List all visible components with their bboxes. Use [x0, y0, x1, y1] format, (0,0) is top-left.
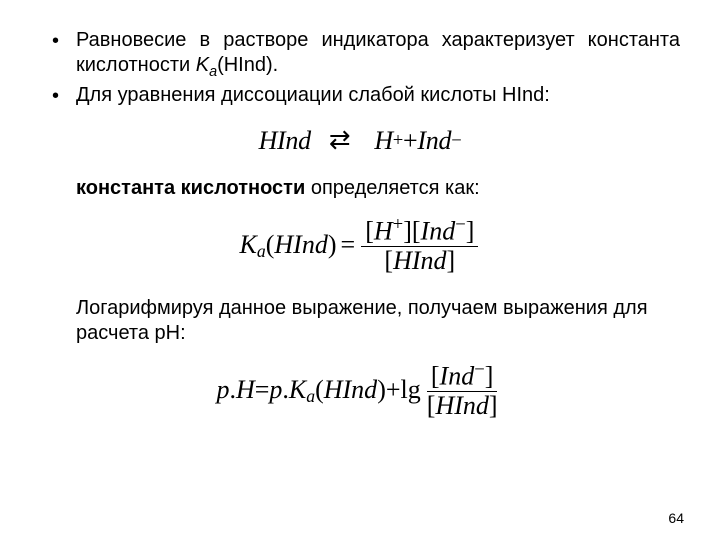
eq1-Hplus: + [393, 130, 403, 152]
eq2-den-o: [ [384, 246, 393, 275]
bullet-1-Ka-a: a [209, 64, 217, 80]
eq1-arrow-icon: ⇄ [329, 125, 351, 155]
equation-dissociation: HInd ⇄ H+ + Ind− [40, 126, 680, 156]
text-logarifmiruya: Логарифмируя данное выражение, получаем … [40, 296, 680, 346]
bullet-list: Равновесие в растворе индикатора характе… [40, 28, 680, 108]
eq2-num-H: H [374, 217, 393, 246]
eq2-num-Indm: − [455, 214, 466, 235]
eq3-pKa-a: a [306, 386, 315, 407]
eq2-num-o2: [ [412, 217, 421, 246]
eq2-arg: HInd [274, 230, 327, 260]
eq3-den-c: ] [489, 391, 498, 420]
eq3-den-H: HInd [435, 391, 488, 420]
eq1-plus: + [403, 126, 417, 156]
equation-ka: Ka(HInd) = [H+][Ind−] [HInd] [40, 215, 680, 276]
eq3-pKa-K: K [289, 375, 306, 405]
text-konstanta-bold: константа кислотности [76, 177, 305, 199]
eq3-arg: HInd [324, 375, 377, 405]
eq2-num-c2: ] [466, 217, 475, 246]
eq1-Indminus: − [451, 130, 461, 152]
eq3-num-Ind: Ind [440, 362, 475, 391]
bullet-2: Для уравнения диссоциации слабой кислоты… [62, 83, 680, 108]
eq1-H: H [374, 126, 392, 156]
eq3-pH-H: H [236, 375, 255, 405]
bullet-2-text-pre: Для уравнения диссоциации слабой кислоты [76, 84, 502, 106]
page-number: 64 [668, 510, 684, 526]
equation-ph: p.H = p.Ka(HInd) + lg [Ind−] [HInd] [40, 360, 680, 421]
eq3-lg: lg [401, 375, 421, 405]
eq3-plus: + [386, 375, 401, 405]
eq2-eq: = [341, 230, 356, 260]
eq2-a: a [257, 241, 266, 262]
text-konstanta: константа кислотности определяется как: [40, 176, 680, 201]
eq3-pKa-p: p [269, 375, 282, 405]
bullet-1-text-pre: Равновесие в растворе индикатора характе… [76, 29, 680, 76]
eq2-K: K [240, 230, 257, 260]
eq2-num-Hplus: + [393, 214, 404, 235]
bullet-1-Ka-arg: (HInd) [217, 54, 273, 76]
eq3-pH-p: p [216, 375, 229, 405]
eq2-argclose: ) [328, 230, 337, 260]
eq2-num-o1: [ [365, 217, 374, 246]
eq3-num-m: − [474, 359, 485, 380]
eq3-fraction: [Ind−] [HInd] [423, 360, 502, 421]
text-konstanta-post: определяется как: [305, 177, 479, 199]
eq3-num-o: [ [431, 362, 440, 391]
eq3-argclose: ) [377, 375, 386, 405]
slide-root: Равновесие в растворе индикатора характе… [0, 0, 720, 540]
bullet-2-hind: HInd [502, 84, 544, 106]
eq3-num-c: ] [485, 362, 494, 391]
bullet-1: Равновесие в растворе индикатора характе… [62, 28, 680, 81]
eq1-Ind: Ind [417, 126, 451, 156]
eq2-fraction: [H+][Ind−] [HInd] [361, 215, 478, 276]
eq1-lhs: HInd [259, 126, 311, 156]
eq2-num-c1: ] [403, 217, 412, 246]
bullet-1-Ka-K: K [196, 54, 209, 76]
bullet-2-text-post: : [544, 84, 550, 106]
eq3-eq: = [255, 375, 270, 405]
eq2-den-H: HInd [393, 246, 446, 275]
bullet-1-text-post: . [273, 54, 279, 76]
eq2-num-Ind: Ind [421, 217, 456, 246]
eq3-argopen: ( [315, 375, 324, 405]
eq2-den-c: ] [447, 246, 456, 275]
